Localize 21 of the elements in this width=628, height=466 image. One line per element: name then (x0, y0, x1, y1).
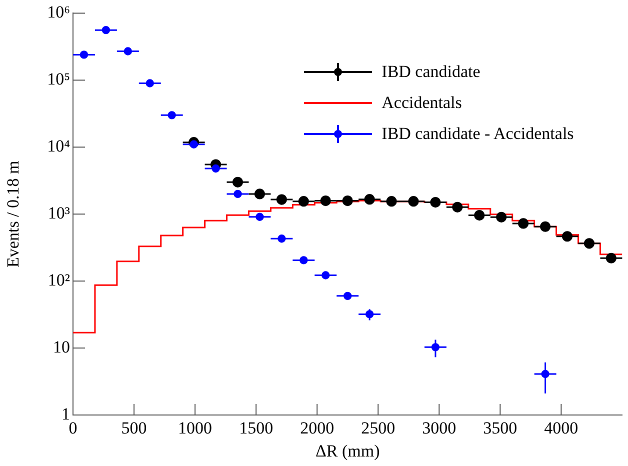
x-tick-label: 0 (68, 418, 78, 438)
y-tick-label: 10³ (48, 204, 70, 223)
x-tick-label: 3500 (483, 418, 518, 438)
y-tick-label: 10⁵ (47, 70, 70, 89)
legend-label: Accidentals (382, 92, 462, 114)
x-tick-label: 2000 (300, 418, 334, 438)
y-tick-label: 10 (53, 338, 70, 356)
x-axis-title: ΔR (mm) (315, 441, 380, 460)
x-tick-label: 3000 (422, 418, 456, 438)
legend-label: IBD candidate (382, 61, 480, 84)
x-tick-label: 500 (121, 418, 147, 438)
y-tick-label: 10⁶ (47, 2, 70, 22)
x-tick-label: 1500 (239, 418, 274, 438)
y-tick-label: 10⁴ (47, 136, 70, 156)
y-tick-label: 1 (62, 404, 70, 424)
x-tick-label: 1000 (178, 418, 212, 438)
y-axis-title: Events / 0.18 m (4, 160, 23, 268)
x-tick-label: 4000 (544, 418, 578, 438)
x-tick-label: 2500 (361, 418, 396, 438)
legend-label: IBD candidate - Accidentals (382, 123, 574, 146)
y-tick-label: 10² (48, 270, 70, 290)
